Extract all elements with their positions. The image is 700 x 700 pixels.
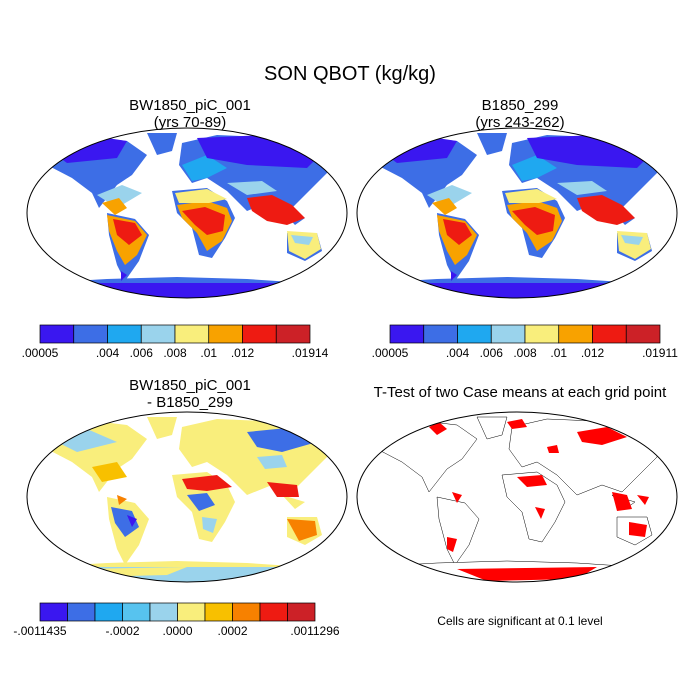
panel2-map-frame	[356, 127, 678, 299]
colorbar-tick-label: .008	[163, 346, 187, 360]
colorbar-tick-label: .006	[129, 346, 153, 360]
colorbar-swatch	[423, 324, 458, 344]
colorbar-tick-label: .01914	[291, 346, 329, 360]
colorbar-swatch	[592, 324, 627, 344]
panel2-title: B1850_299 (yrs 243-262)	[370, 97, 670, 131]
panel1-title: BW1850_piC_001 (yrs 70-89)	[40, 97, 340, 131]
colorbar-swatch	[558, 324, 593, 344]
colorbar-swatch	[242, 324, 277, 344]
colorbar-swatch	[625, 324, 661, 344]
panel3-map-frame	[26, 411, 348, 583]
colorbar-swatch	[490, 324, 526, 344]
panel4-map	[356, 411, 678, 583]
colorbar-tick-label: -.0002	[105, 624, 140, 638]
panel4-title: T-Test of two Case means at each grid po…	[350, 384, 690, 401]
colorbar-tick-label: .012	[230, 346, 255, 360]
colorbar-swatch	[287, 602, 316, 622]
panel3-map	[26, 411, 348, 583]
colorbar-swatch	[275, 324, 311, 344]
colorbar-tick-label: .0002	[217, 624, 248, 638]
panel3-title-line2: - B1850_299	[147, 394, 233, 411]
colorbar-swatch	[174, 324, 210, 344]
colorbar-tick-label: .00005	[371, 346, 409, 360]
colorbar-tick-label: .00005	[21, 346, 59, 360]
colorbar-tick-label: .01911	[642, 346, 678, 360]
colorbar-swatch	[39, 602, 68, 622]
panel1-title-line1: BW1850_piC_001	[129, 97, 251, 114]
panel1-colorbar	[39, 324, 311, 344]
colorbar-swatch	[140, 324, 176, 344]
panel2-title-line2: (yrs 243-262)	[475, 114, 565, 131]
colorbar-tick-label: .008	[513, 346, 537, 360]
colorbar-tick-label: .0011296	[290, 624, 340, 638]
panel3-title: BW1850_piC_001 - B1850_299	[40, 377, 340, 411]
panel1-map	[26, 127, 348, 299]
colorbar-swatch	[39, 324, 75, 344]
colorbar-swatch	[204, 602, 233, 622]
colorbar-tick-label: .01	[550, 346, 568, 360]
panel4-map-frame	[356, 411, 678, 583]
significance-note: Cells are significant at 0.1 level	[437, 614, 603, 628]
colorbar-swatch	[208, 324, 243, 344]
colorbar-tick-label: .004	[95, 346, 120, 360]
panel1-title-line2: (yrs 70-89)	[153, 114, 227, 131]
colorbar-swatch	[107, 324, 142, 344]
colorbar-tick-label: .012	[580, 346, 605, 360]
panel2-title-line1: B1850_299	[481, 97, 559, 114]
panel2-colorbar	[389, 324, 661, 344]
colorbar-swatch	[457, 324, 492, 344]
colorbar-swatch	[232, 602, 261, 622]
colorbar-swatch	[177, 602, 206, 622]
colorbar-swatch	[94, 602, 123, 622]
colorbar-tick-label: .006	[479, 346, 503, 360]
colorbar-swatch	[389, 324, 425, 344]
panel4-title-line1: T-Test of two Case means at each grid po…	[373, 384, 667, 401]
colorbar-swatch	[149, 602, 178, 622]
figure-title: SON QBOT (kg/kg)	[264, 63, 436, 85]
colorbar-tick-label: .01	[200, 346, 218, 360]
colorbar-tick-label: .004	[445, 346, 470, 360]
colorbar-swatch	[67, 602, 96, 622]
panel3-colorbar	[39, 602, 316, 622]
colorbar-tick-label: -.0011435	[13, 624, 67, 638]
colorbar-swatch	[524, 324, 560, 344]
colorbar-swatch	[259, 602, 288, 622]
colorbar-swatch	[73, 324, 108, 344]
panel2-map	[356, 127, 678, 299]
colorbar-tick-label: .0000	[162, 624, 193, 638]
panel3-title-line1: BW1850_piC_001	[129, 377, 251, 394]
panel1-map-frame	[26, 127, 348, 299]
colorbar-swatch	[122, 602, 151, 622]
